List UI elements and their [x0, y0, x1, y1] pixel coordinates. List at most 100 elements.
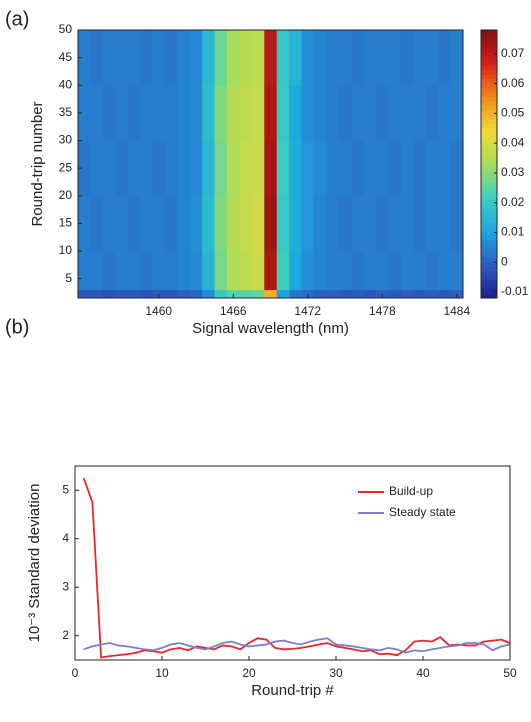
- x-tick-label: 30: [329, 666, 343, 680]
- heat-cell: [140, 140, 153, 197]
- heat-cell: [400, 30, 414, 86]
- y-tick-label: 30: [59, 133, 73, 147]
- colorbar-segment: [481, 239, 497, 245]
- heat-cell: [326, 195, 340, 252]
- heat-cell: [239, 85, 253, 141]
- heat-cell: [115, 289, 129, 299]
- heat-cell: [78, 140, 91, 197]
- colorbar-segment: [481, 92, 497, 98]
- heat-cell: [202, 251, 216, 291]
- colorbar-segment: [481, 275, 497, 281]
- heat-cell: [127, 85, 141, 141]
- legend-label: Build-up: [389, 484, 433, 498]
- colorbar-segment: [481, 177, 497, 183]
- heat-cell: [140, 195, 153, 252]
- heat-cell: [289, 140, 302, 197]
- y-tick-label: 35: [59, 105, 73, 119]
- heat-cell: [351, 289, 365, 299]
- heat-cell: [127, 289, 141, 299]
- colorbar-segment: [481, 114, 497, 120]
- heat-cell: [400, 289, 414, 299]
- x-tick-label: 10: [155, 666, 169, 680]
- colorbar-segment: [481, 284, 497, 290]
- heat-cell: [413, 289, 427, 299]
- colorbar-segment: [481, 168, 497, 174]
- heat-cell: [326, 251, 340, 291]
- heat-cell: [351, 30, 365, 86]
- colorbar-tick-label: 0.02: [501, 195, 525, 209]
- heat-cell: [177, 251, 191, 291]
- colorbar-segment: [481, 164, 497, 169]
- y-tick-label: 5: [62, 482, 69, 496]
- heat-cell: [152, 251, 166, 291]
- heat-cell: [326, 85, 340, 141]
- heat-cell: [115, 195, 129, 252]
- heat-cell: [450, 251, 464, 291]
- heat-cell: [450, 195, 464, 252]
- x-tick-label: 1466: [220, 304, 247, 318]
- heat-cell: [376, 140, 389, 197]
- heat-cell: [338, 251, 352, 291]
- heat-cell: [400, 85, 414, 141]
- colorbar-segment: [481, 244, 497, 250]
- colorbar-segment: [481, 52, 497, 58]
- colorbar-segment: [481, 101, 497, 107]
- heat-cell: [351, 140, 365, 197]
- y-tick-label: 45: [59, 50, 73, 64]
- heat-cell: [276, 251, 290, 291]
- heat-cell: [388, 195, 402, 252]
- colorbar-tick-label: 0.04: [501, 135, 525, 149]
- heat-cell: [425, 289, 439, 299]
- heat-cell: [115, 30, 129, 86]
- heat-cell: [264, 195, 278, 252]
- heat-cell: [127, 30, 141, 86]
- heat-cell: [78, 289, 91, 299]
- heat-cell: [313, 251, 327, 291]
- heat-cell: [326, 140, 340, 197]
- heat-cell: [338, 85, 352, 141]
- heat-cell: [102, 30, 116, 86]
- heat-cell: [177, 30, 191, 86]
- colorbar-segment: [481, 128, 497, 134]
- heat-cell: [438, 251, 451, 291]
- heat-cell: [239, 30, 253, 86]
- colorbar-tick-label: 0.03: [501, 165, 525, 179]
- colorbar-segment: [481, 271, 497, 277]
- heat-cell: [140, 289, 153, 299]
- colorbar-segment: [481, 155, 497, 161]
- y-tick-label: 2: [62, 628, 69, 642]
- heat-cell: [388, 140, 402, 197]
- heat-cell: [264, 30, 278, 86]
- heat-cell: [313, 195, 327, 252]
- y-tick-label: 50: [59, 22, 73, 36]
- colorbar-segment: [481, 181, 497, 187]
- heat-cell: [413, 30, 427, 86]
- heat-cell: [164, 289, 178, 299]
- heat-cell: [115, 85, 129, 141]
- heat-cell: [102, 251, 116, 291]
- heat-cell: [214, 85, 228, 141]
- heat-cell: [239, 289, 253, 299]
- heat-cell: [326, 30, 340, 86]
- heat-cell: [127, 195, 141, 252]
- heat-cell: [376, 251, 389, 291]
- y-axis-label: Round-trip number: [29, 101, 46, 226]
- heat-cell: [301, 30, 315, 86]
- colorbar-segment: [481, 280, 497, 286]
- colorbar-segment: [481, 208, 497, 214]
- heat-cell: [388, 251, 402, 291]
- colorbar-segment: [481, 79, 497, 85]
- colorbar-tick-label: 0.06: [501, 76, 525, 90]
- heat-cell: [301, 195, 315, 252]
- x-axis-label: Round-trip #: [251, 682, 334, 699]
- heat-cell: [276, 289, 290, 299]
- heat-cell: [338, 289, 352, 299]
- colorbar-segment: [481, 262, 497, 268]
- heat-cell: [239, 140, 253, 197]
- heat-cell: [438, 140, 451, 197]
- heat-cell: [164, 85, 178, 141]
- heat-cell: [363, 140, 377, 197]
- heat-cell: [363, 30, 377, 86]
- line-series: [82, 477, 510, 659]
